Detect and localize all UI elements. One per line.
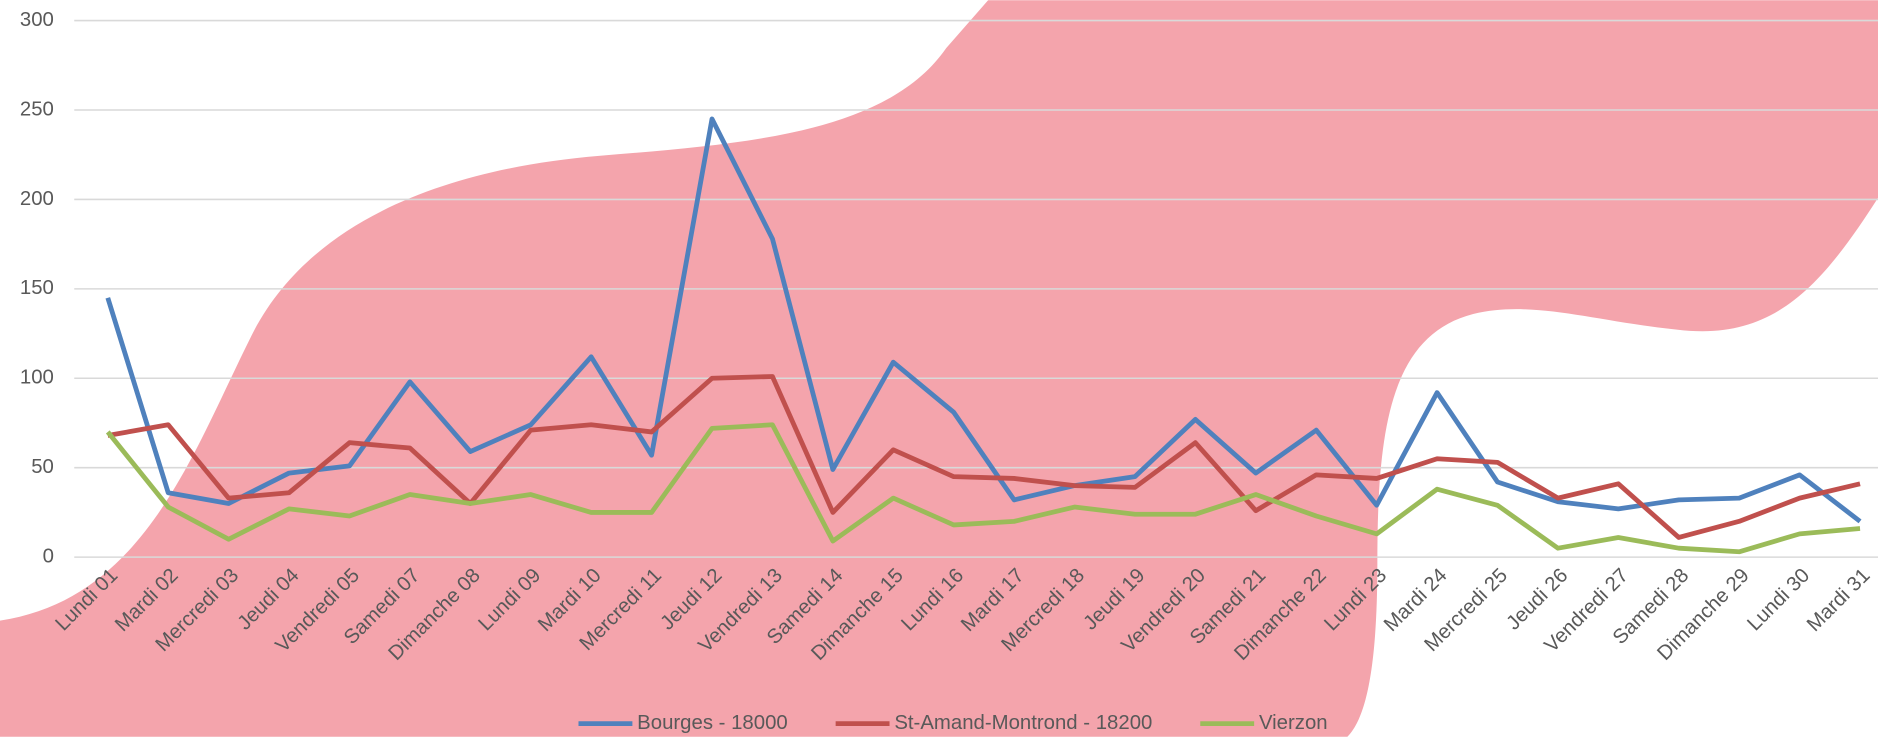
chart: 050100150200250300Lundi 01Mardi 02Mercre… [0, 0, 1878, 737]
y-tick-label: 200 [20, 188, 54, 210]
y-tick-label: 150 [20, 277, 54, 299]
y-tick-label: 300 [20, 9, 54, 31]
y-tick-label: 250 [20, 98, 54, 120]
y-tick-label: 100 [20, 367, 54, 389]
legend-label: Bourges - 18000 [637, 712, 788, 734]
y-tick-label: 0 [43, 546, 54, 568]
x-tick-label: Mardi 31 [1803, 564, 1875, 636]
x-tick-label: Lundi 30 [1743, 564, 1814, 635]
legend-label: St-Amand-Montrond - 18200 [894, 712, 1152, 734]
y-tick-label: 50 [31, 456, 54, 478]
legend-label: Vierzon [1259, 712, 1328, 734]
